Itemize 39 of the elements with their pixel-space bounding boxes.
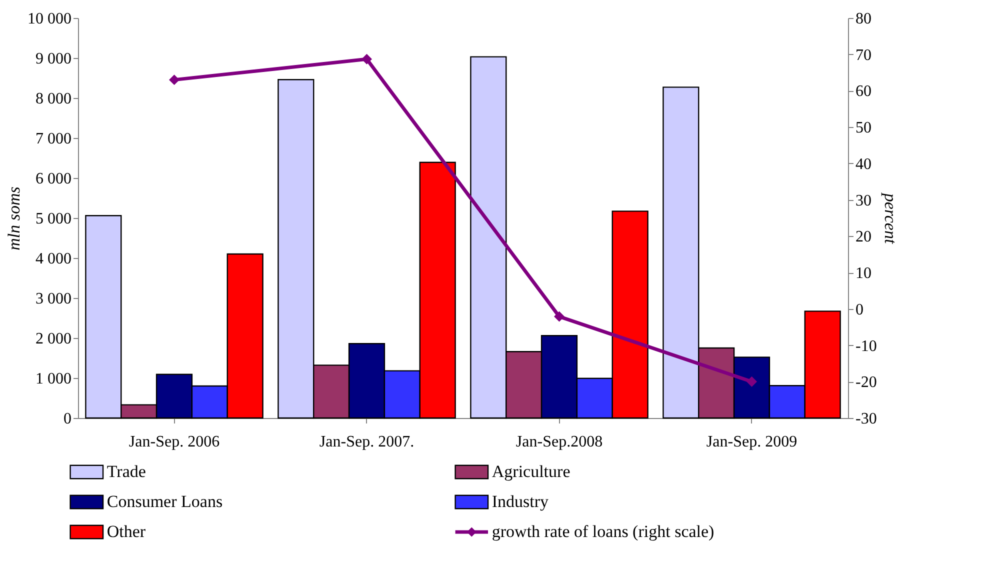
legend-label: Other (106, 522, 146, 541)
y-axis-title: mln soms (4, 186, 24, 250)
y2-tick-label: 30 (856, 192, 872, 210)
y2-axis-title: percent (880, 192, 900, 245)
y-tick-label: 3 000 (36, 290, 72, 308)
x-tick-label: Jan-Sep. 2009 (706, 434, 798, 450)
legend-label: Consumer Loans (106, 492, 223, 511)
y-tick-label: 7 000 (36, 130, 72, 148)
y2-tick-label: 60 (856, 83, 872, 100)
legend-label: Agriculture (492, 462, 570, 481)
y-tick-label: 4 000 (36, 250, 72, 268)
y2-tick-label: 70 (856, 46, 872, 64)
y2-tick-label: -20 (856, 374, 877, 392)
legend-label: Industry (492, 492, 550, 511)
x-tick-label: Jan-Sep. 2007. (319, 434, 414, 450)
y2-tick-label: 0 (856, 301, 864, 318)
y2-tick-label: 40 (856, 156, 872, 173)
y-tick-label: 6 000 (36, 170, 72, 188)
y-tick-label: 5 000 (36, 210, 72, 228)
legend-label: growth rate of loans (right scale) (492, 522, 714, 541)
y-tick-label: 1 000 (36, 370, 72, 388)
x-tick-label: Jan-Sep.2008 (516, 434, 603, 450)
y2-tick-label: 50 (856, 120, 872, 137)
y2-tick-label: -10 (856, 338, 877, 355)
point (169, 74, 180, 86)
y-tick-label: 10 000 (28, 10, 72, 28)
y-tick-label: 8 000 (36, 90, 72, 108)
point (362, 54, 372, 64)
y2-tick-label: 20 (856, 228, 872, 246)
y-tick-label: 9 000 (36, 50, 72, 68)
point (746, 376, 757, 387)
y-tick-label: 0 (64, 410, 72, 428)
point (554, 311, 564, 322)
legend-label: Trade (106, 462, 146, 481)
y2-tick-label: 10 (856, 265, 872, 282)
y2-tick-label: -30 (856, 410, 877, 428)
y-tick-label: 2 000 (36, 330, 72, 348)
y2-tick-label: 80 (856, 10, 872, 28)
x-tick-label: Jan-Sep. 2006 (128, 434, 220, 450)
